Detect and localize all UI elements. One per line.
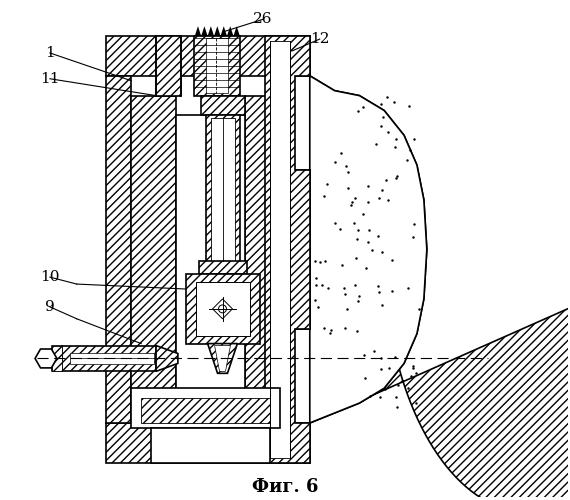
Polygon shape (270, 41, 290, 458)
Polygon shape (214, 346, 230, 372)
Polygon shape (176, 116, 245, 408)
Polygon shape (207, 344, 237, 374)
Polygon shape (141, 398, 270, 423)
Polygon shape (194, 36, 241, 96)
Text: 26: 26 (254, 12, 273, 26)
Text: 9: 9 (45, 300, 55, 314)
Polygon shape (52, 346, 62, 372)
Polygon shape (199, 262, 247, 274)
Polygon shape (107, 76, 131, 423)
Polygon shape (201, 26, 207, 36)
Polygon shape (210, 118, 235, 262)
Polygon shape (265, 36, 310, 463)
Polygon shape (131, 388, 280, 428)
Text: 10: 10 (40, 270, 60, 284)
Polygon shape (214, 26, 221, 36)
Polygon shape (156, 36, 181, 96)
Polygon shape (310, 76, 427, 423)
Text: 12: 12 (310, 32, 329, 46)
Polygon shape (227, 26, 234, 36)
Polygon shape (186, 274, 260, 344)
Polygon shape (62, 346, 156, 372)
Polygon shape (221, 26, 227, 36)
Polygon shape (70, 352, 154, 364)
Polygon shape (107, 423, 310, 463)
Polygon shape (207, 26, 214, 36)
Polygon shape (156, 346, 178, 372)
Polygon shape (195, 26, 201, 36)
Text: Фиг. 6: Фиг. 6 (252, 478, 318, 496)
Polygon shape (201, 96, 245, 116)
Polygon shape (213, 299, 233, 319)
Text: 11: 11 (40, 72, 60, 86)
Polygon shape (206, 116, 241, 264)
Polygon shape (234, 26, 240, 36)
Polygon shape (107, 36, 310, 76)
Polygon shape (310, 76, 570, 500)
Polygon shape (52, 346, 62, 372)
Polygon shape (196, 282, 250, 336)
Polygon shape (206, 38, 229, 92)
Polygon shape (35, 349, 57, 368)
Polygon shape (245, 96, 310, 408)
Text: 1: 1 (45, 46, 55, 60)
Polygon shape (131, 96, 176, 408)
Circle shape (218, 305, 226, 313)
Polygon shape (151, 428, 270, 462)
